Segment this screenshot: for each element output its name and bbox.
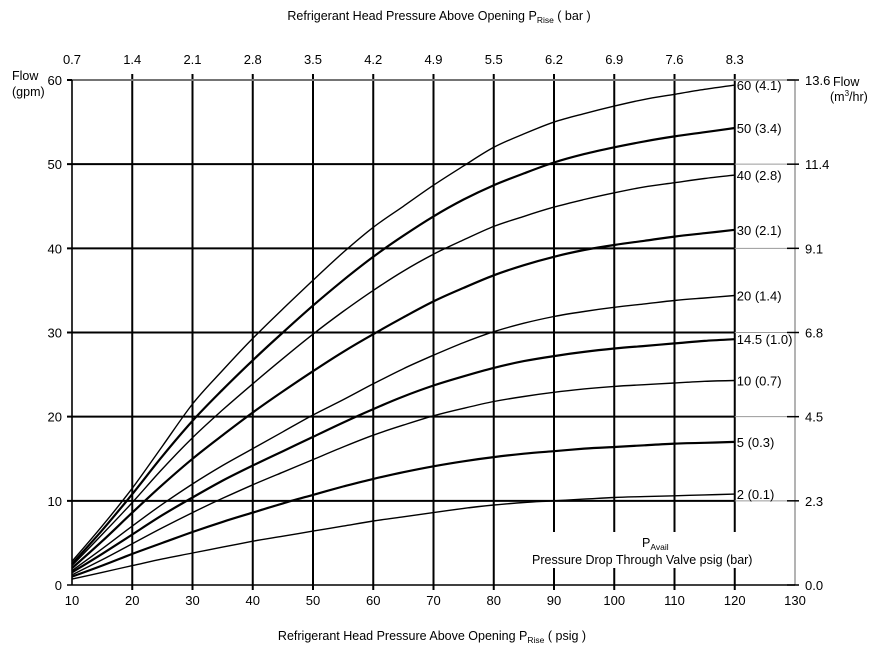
y-tick-label: 50 (48, 157, 62, 172)
top-tick-label: 4.2 (364, 52, 382, 67)
series-label: 20 (1.4) (737, 288, 782, 303)
series-line (71, 338, 735, 574)
right-axis-label-line2: (m3/hr) (830, 89, 868, 104)
x-tick-label: 130 (784, 593, 806, 608)
top-tick-label: 4.9 (424, 52, 442, 67)
series-label: 5 (0.3) (737, 435, 775, 450)
y-tick-label: 10 (48, 494, 62, 509)
series-label: 40 (2.8) (737, 168, 782, 183)
x-tick-label: 30 (185, 593, 199, 608)
left-axis-label-line2: (gpm) (12, 85, 45, 99)
top-tick-label: 2.1 (183, 52, 201, 67)
x-tick-label: 80 (487, 593, 501, 608)
top-tick-label: 5.5 (485, 52, 503, 67)
x-tick-label: 100 (603, 593, 625, 608)
y-tick-label: 20 (48, 410, 62, 425)
x-tick-label: 70 (426, 593, 440, 608)
top-tick-label: 3.5 (304, 52, 322, 67)
top-tick-label: 0.7 (63, 52, 81, 67)
series-label: 2 (0.1) (737, 487, 775, 502)
top-tick-label: 6.9 (605, 52, 623, 67)
x-tick-label: 60 (366, 593, 380, 608)
x-tick-label: 90 (547, 593, 561, 608)
top-tick-label: 1.4 (123, 52, 141, 67)
annotation-background (528, 532, 786, 568)
series-line (71, 84, 735, 562)
x-tick-label: 20 (125, 593, 139, 608)
series-line (71, 174, 735, 567)
series-label: 14.5 (1.0) (737, 332, 793, 347)
right-tick-label: 2.3 (805, 494, 823, 509)
annotation-p-avail: PAvail (642, 536, 669, 552)
top-tick-label: 8.3 (726, 52, 744, 67)
top-tick-label: 6.2 (545, 52, 563, 67)
series-line (71, 440, 735, 578)
series-label: 10 (0.7) (737, 373, 782, 388)
x-tick-label: 120 (724, 593, 746, 608)
top-tick-label: 2.8 (244, 52, 262, 67)
left-axis-label-line1: Flow (12, 69, 39, 83)
right-tick-label: 9.1 (805, 241, 823, 256)
top-tick-label: 7.6 (665, 52, 683, 67)
y-tick-label: 30 (48, 326, 62, 341)
bottom-axis-title: Refrigerant Head Pressure Above Opening … (278, 629, 586, 645)
x-tick-label: 110 (664, 593, 685, 608)
x-tick-label: 40 (246, 593, 260, 608)
right-tick-label: 13.6 (805, 73, 830, 88)
right-axis-label-line1: Flow (833, 75, 860, 89)
series-line (71, 228, 735, 570)
right-tick-label: 6.8 (805, 326, 823, 341)
right-tick-label: 11.4 (805, 157, 829, 172)
series-label: 30 (2.1) (737, 223, 782, 238)
y-tick-label: 60 (48, 73, 62, 88)
series-line (71, 379, 735, 576)
x-tick-label: 10 (65, 593, 79, 608)
series-line (71, 493, 735, 580)
right-tick-label: 0.0 (805, 578, 823, 593)
series-label: 50 (3.4) (737, 121, 782, 136)
x-tick-label: 50 (306, 593, 320, 608)
series-line (71, 126, 735, 565)
top-axis-title: Refrigerant Head Pressure Above Opening … (287, 9, 590, 25)
series-label: 60 (4.1) (737, 78, 782, 93)
curve-layer: 60 (4.1) 50 (3.4) 40 (2.8) 30 (2.1) 20 (1.4)… (71, 78, 793, 580)
right-tick-label: 4.5 (805, 410, 823, 425)
annotation-description: Pressure Drop Through Valve psig (bar) (532, 553, 752, 567)
y-tick-label: 0 (55, 578, 62, 593)
series-line (71, 294, 735, 572)
y-tick-label: 40 (48, 241, 62, 256)
